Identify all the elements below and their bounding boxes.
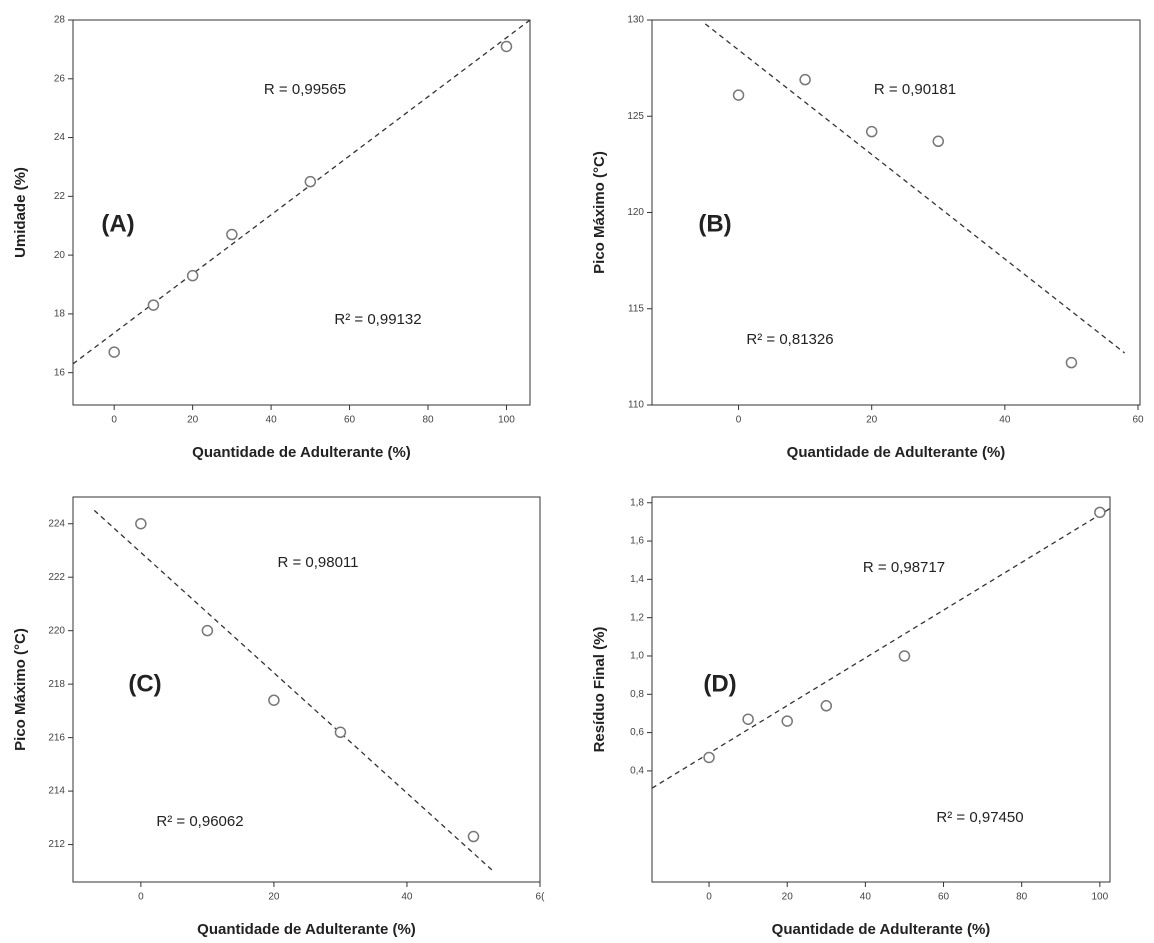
y-axis-label: Pico Máximo (°C)	[591, 151, 608, 274]
data-point	[898, 650, 911, 662]
y-tick-label: 22	[54, 191, 66, 202]
r2-annotation: R² = 0,97450	[936, 809, 1023, 826]
panel-label: (B)	[698, 210, 731, 237]
r2-annotation: R² = 0,99132	[334, 311, 421, 328]
plot-frame	[72, 19, 531, 406]
data-point	[147, 299, 160, 311]
x-tick-label: 0	[706, 892, 712, 903]
y-tick-label: 1,4	[630, 574, 644, 585]
panel-label: (D)	[703, 670, 736, 697]
x-tick-label: 80	[422, 415, 434, 426]
data-point	[467, 830, 480, 843]
r2-annotation: R² = 0,96062	[156, 813, 243, 830]
x-tick-label: 0	[736, 415, 742, 426]
x-tick-label: 40	[401, 892, 413, 903]
x-tick-label: 40	[266, 415, 278, 426]
y-tick-label: 222	[48, 572, 65, 583]
x-tick-label: 0	[138, 892, 144, 903]
x-axis-label: Quantidade de Adulterante (%)	[192, 444, 411, 461]
y-tick-label: 110	[628, 400, 644, 411]
y-tick-label: 0,8	[630, 689, 644, 700]
y-axis-label: Resíduo Final (%)	[591, 627, 608, 753]
y-tick-label: 218	[48, 679, 65, 690]
data-point	[135, 517, 147, 530]
data-point	[500, 40, 513, 53]
r2-annotation: R² = 0,81326	[746, 331, 833, 348]
panel-label: (C)	[128, 670, 161, 697]
y-tick-label: 26	[54, 73, 66, 84]
data-point	[201, 624, 214, 637]
y-tick-label: 1,6	[630, 536, 644, 547]
x-tick-label: 60	[1132, 415, 1144, 426]
x-tick-label: 40	[999, 415, 1011, 426]
data-point	[820, 700, 833, 712]
x-axis-label: Quantidade de Adulterante (%)	[197, 921, 416, 938]
plot-frame	[72, 496, 541, 883]
r-annotation: R = 0,99565	[264, 81, 346, 98]
data-point	[781, 715, 793, 727]
data-point	[932, 135, 945, 148]
y-tick-label: 224	[48, 518, 65, 529]
y-tick-label: 120	[627, 207, 644, 218]
y-tick-label: 214	[48, 786, 65, 797]
x-tick-label: 100	[498, 415, 515, 426]
panel-label: (A)	[101, 210, 134, 237]
y-tick-label: 0,4	[630, 766, 644, 777]
y-tick-label: 1,0	[630, 651, 644, 662]
plot-frame	[651, 496, 1111, 883]
x-tick-label: 80	[1016, 892, 1028, 903]
y-axis-label: Pico Máximo (°C)	[12, 628, 29, 751]
y-tick-label: 16	[54, 367, 66, 378]
y-axis-label: Umidade (%)	[12, 167, 29, 258]
x-tick-label: 0	[111, 415, 117, 426]
data-point	[799, 73, 811, 86]
y-tick-label: 216	[48, 732, 65, 743]
fit-line	[704, 23, 1126, 354]
r-annotation: R = 0,90181	[874, 81, 956, 98]
y-tick-label: 1,2	[630, 612, 644, 623]
x-tick-label: 40	[860, 892, 872, 903]
data-point	[1065, 356, 1078, 369]
data-point	[268, 694, 280, 706]
x-tick-label: 20	[866, 415, 878, 426]
x-tick-label: 6(	[536, 892, 546, 903]
data-point	[865, 125, 878, 138]
data-point	[742, 713, 754, 725]
y-tick-label: 130	[627, 15, 644, 26]
x-tick-label: 60	[938, 892, 950, 903]
y-tick-label: 125	[627, 111, 644, 122]
data-point	[108, 346, 120, 358]
x-tick-label: 20	[268, 892, 280, 903]
x-axis-label: Quantidade de Adulterante (%)	[772, 921, 991, 938]
y-tick-label: 0,6	[630, 727, 644, 738]
fit-line	[73, 20, 530, 365]
r-annotation: R = 0,98717	[863, 559, 945, 576]
y-tick-label: 18	[54, 309, 66, 320]
data-point	[1094, 506, 1106, 519]
data-point	[226, 228, 238, 241]
data-point	[732, 89, 745, 101]
y-tick-label: 220	[48, 625, 65, 636]
data-point	[186, 269, 199, 282]
y-tick-label: 24	[54, 132, 66, 143]
x-tick-label: 20	[187, 415, 199, 426]
y-tick-label: 1,8	[630, 497, 644, 508]
r-annotation: R = 0,98011	[277, 554, 358, 571]
y-tick-label: 20	[54, 250, 66, 261]
y-tick-label: 212	[48, 839, 65, 850]
x-tick-label: 100	[1091, 892, 1108, 903]
y-tick-label: 115	[628, 303, 644, 314]
x-tick-label: 20	[782, 892, 794, 903]
y-tick-label: 28	[54, 15, 66, 26]
data-point	[334, 726, 347, 739]
fit-line	[652, 507, 1110, 789]
data-point	[304, 175, 317, 188]
x-axis-label: Quantidade de Adulterante (%)	[787, 444, 1006, 461]
x-tick-label: 60	[344, 415, 356, 426]
data-point	[703, 751, 715, 764]
